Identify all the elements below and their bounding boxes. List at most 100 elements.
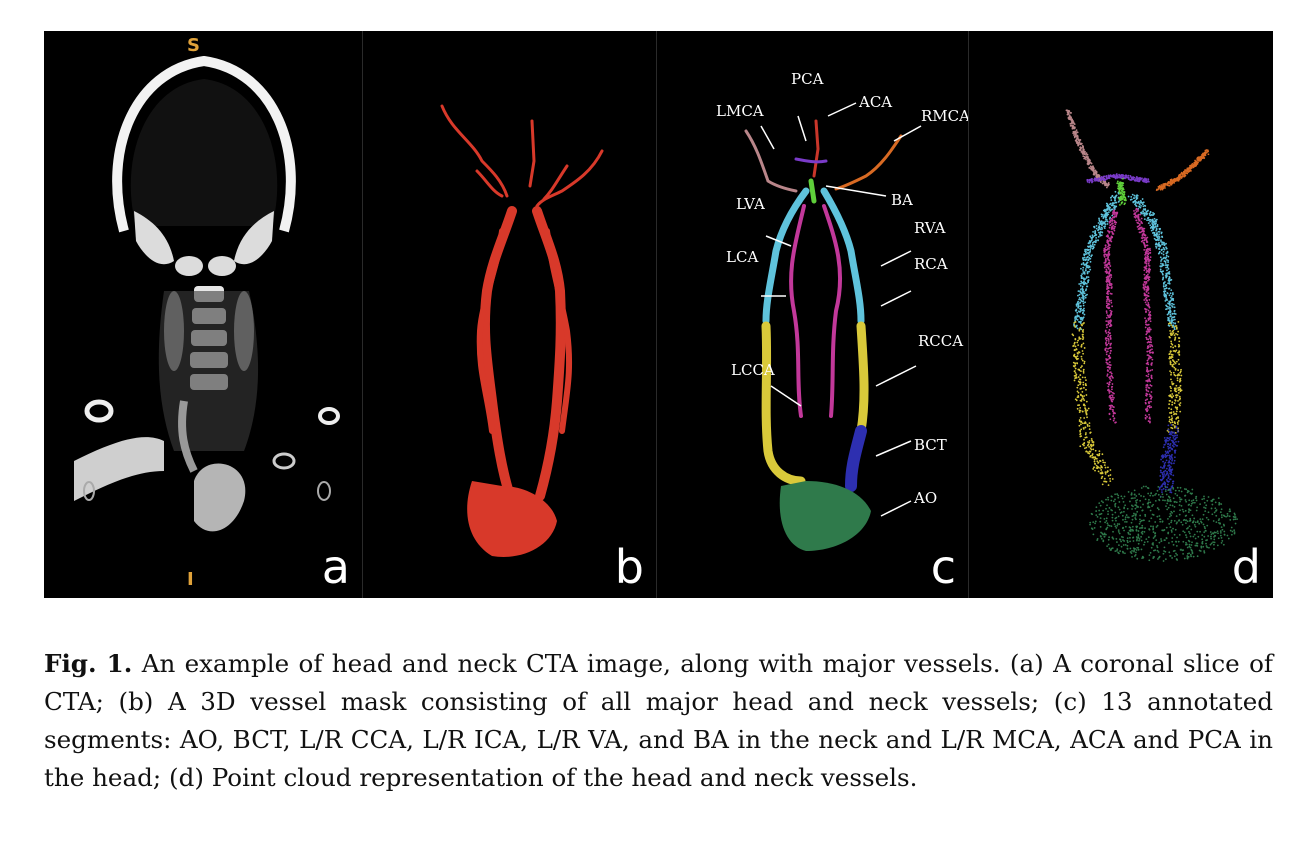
point-cloud-dot bbox=[1103, 251, 1106, 254]
point-cloud-dot bbox=[1152, 494, 1154, 497]
point-cloud-dot bbox=[1135, 499, 1137, 502]
point-cloud-dot bbox=[1099, 504, 1102, 507]
point-cloud-dot bbox=[1075, 133, 1078, 135]
point-cloud-dot bbox=[1171, 427, 1174, 430]
point-cloud-dot bbox=[1139, 499, 1142, 502]
point-cloud-dot bbox=[1155, 219, 1157, 222]
point-cloud-dot bbox=[1072, 365, 1075, 367]
point-cloud-dot bbox=[1108, 524, 1111, 527]
point-cloud-dot bbox=[1157, 558, 1159, 560]
point-cloud-dot bbox=[1149, 218, 1152, 221]
point-cloud-dot bbox=[1145, 336, 1148, 339]
point-cloud-dot bbox=[1177, 423, 1179, 425]
point-cloud-dot bbox=[1165, 526, 1168, 529]
point-cloud-dot bbox=[1212, 498, 1215, 501]
point-cloud-dot bbox=[1155, 492, 1157, 495]
point-cloud-dot bbox=[1172, 371, 1175, 374]
point-cloud-dot bbox=[1192, 166, 1195, 168]
point-cloud-dot bbox=[1138, 219, 1141, 222]
point-cloud-dot bbox=[1148, 180, 1150, 183]
point-cloud-dot bbox=[1137, 533, 1140, 536]
point-cloud-dot bbox=[1085, 436, 1088, 439]
point-cloud-dot bbox=[1170, 418, 1173, 421]
point-cloud-dot bbox=[1082, 292, 1085, 294]
point-cloud-dot bbox=[1114, 412, 1116, 415]
point-cloud-dot bbox=[1147, 179, 1150, 181]
point-cloud-dot bbox=[1143, 218, 1146, 221]
point-cloud-dot bbox=[1217, 497, 1220, 500]
point-cloud-dot bbox=[1082, 331, 1085, 333]
point-cloud-dot bbox=[1180, 504, 1183, 507]
point-cloud-dot bbox=[1179, 379, 1182, 382]
point-cloud-dot bbox=[1100, 176, 1103, 179]
point-cloud-dot bbox=[1107, 496, 1109, 499]
point-cloud-dot bbox=[1110, 293, 1113, 295]
point-cloud-dot bbox=[1201, 498, 1204, 501]
point-cloud-dot bbox=[1112, 202, 1115, 204]
point-cloud-dot bbox=[1186, 167, 1189, 170]
point-cloud-dot bbox=[1065, 109, 1068, 112]
point-cloud-dot bbox=[1161, 491, 1163, 494]
point-cloud-dot bbox=[1170, 430, 1173, 433]
point-cloud-dot bbox=[1100, 500, 1103, 503]
point-cloud-dot bbox=[1232, 518, 1235, 521]
point-cloud-dot bbox=[1109, 418, 1112, 421]
point-cloud-dot bbox=[1175, 501, 1178, 504]
point-cloud-dot bbox=[1169, 554, 1172, 557]
point-cloud-dot bbox=[1144, 307, 1146, 310]
point-cloud-dot bbox=[1110, 508, 1113, 511]
point-cloud-dot bbox=[1167, 428, 1170, 431]
point-cloud-dot bbox=[1082, 149, 1085, 152]
point-cloud-dot bbox=[1177, 373, 1180, 376]
point-cloud-dot bbox=[1151, 368, 1154, 371]
point-cloud-dot bbox=[1107, 466, 1109, 469]
point-cloud-dot bbox=[1105, 320, 1108, 323]
point-cloud-dot bbox=[1107, 267, 1110, 270]
point-cloud-dot bbox=[1169, 444, 1171, 446]
point-cloud-dot bbox=[1147, 340, 1150, 343]
point-cloud-dot bbox=[1162, 257, 1165, 260]
point-cloud-dot bbox=[1096, 537, 1099, 540]
point-cloud-dot bbox=[1150, 391, 1153, 393]
point-cloud-dot bbox=[1083, 360, 1086, 363]
point-cloud-dot bbox=[1218, 501, 1221, 504]
point-cloud-dot bbox=[1164, 287, 1167, 290]
point-cloud-dot bbox=[1105, 184, 1108, 186]
point-cloud-dot bbox=[1135, 219, 1138, 222]
point-cloud-dot bbox=[1110, 525, 1113, 528]
point-cloud-dot bbox=[1106, 288, 1108, 291]
point-cloud-dot bbox=[1111, 394, 1113, 397]
point-cloud-dot bbox=[1100, 215, 1103, 218]
point-cloud-dot bbox=[1098, 217, 1100, 220]
point-cloud-dot bbox=[1079, 301, 1082, 304]
point-cloud-dot bbox=[1175, 558, 1178, 560]
point-cloud-dot bbox=[1178, 496, 1181, 499]
point-cloud-dot bbox=[1092, 468, 1095, 470]
point-cloud-dot bbox=[1117, 530, 1120, 533]
point-cloud-dot bbox=[1101, 483, 1104, 486]
point-cloud-dot bbox=[1087, 156, 1089, 159]
point-cloud-dot bbox=[1226, 534, 1229, 537]
point-cloud-dot bbox=[1146, 415, 1148, 418]
point-cloud-dot bbox=[1159, 256, 1162, 259]
point-cloud-dot bbox=[1169, 436, 1172, 439]
point-cloud-dot bbox=[1103, 177, 1106, 180]
point-cloud-dot bbox=[1144, 414, 1147, 417]
point-cloud-dot bbox=[1114, 493, 1117, 496]
point-cloud-dot bbox=[1157, 187, 1160, 190]
point-cloud-dot bbox=[1105, 507, 1107, 510]
point-cloud-dot bbox=[1074, 319, 1077, 321]
point-cloud-dot bbox=[1178, 386, 1181, 389]
point-cloud-dot bbox=[1149, 509, 1152, 512]
point-cloud-dot bbox=[1122, 194, 1125, 197]
point-cloud-dot bbox=[1099, 179, 1102, 182]
point-cloud-dot bbox=[1183, 173, 1186, 175]
point-cloud-dot bbox=[1140, 226, 1143, 229]
point-cloud-dot bbox=[1169, 296, 1172, 299]
point-cloud-dot bbox=[1186, 555, 1189, 557]
point-cloud-dot bbox=[1079, 284, 1082, 287]
point-cloud-dot bbox=[1147, 318, 1150, 320]
point-cloud-dot bbox=[1107, 383, 1110, 386]
point-cloud-dot bbox=[1163, 539, 1166, 542]
point-cloud-dot bbox=[1076, 352, 1079, 354]
